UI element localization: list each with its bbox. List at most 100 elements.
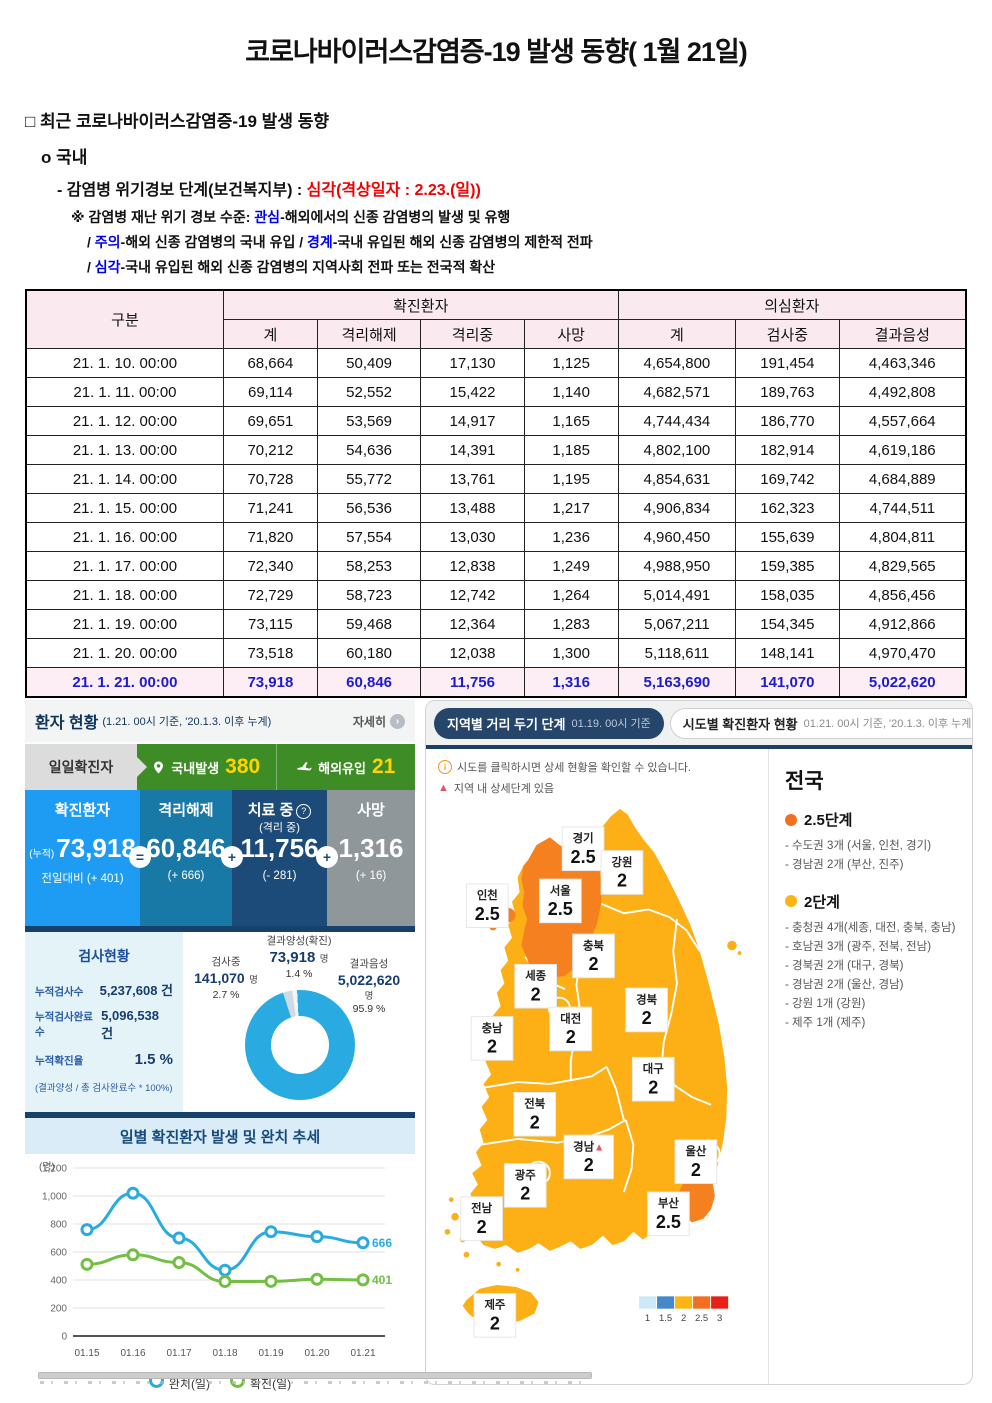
- tests-total-value: 5,237,608 건: [99, 983, 173, 998]
- data-point-marker: [218, 1263, 232, 1277]
- map-region-label[interactable]: 세종2: [514, 963, 558, 1009]
- page-title: 코로나바이러스감염증-19 발생 동향( 1월 21일): [245, 37, 748, 67]
- table-subheader: 계: [222, 319, 318, 349]
- imported-cases: 해외유입 21: [275, 744, 416, 790]
- level-label: 2단계: [804, 893, 840, 911]
- map-info-line-1: i 시도를 클릭하시면 상세 현황을 확인할 수 있습니다.: [438, 759, 768, 775]
- level-dot-icon: [785, 813, 797, 826]
- horizontal-scrollbar[interactable]: [38, 1372, 592, 1379]
- data-point-marker: [356, 1273, 370, 1287]
- map-region-label[interactable]: 경북 2: [625, 987, 668, 1033]
- data-point-marker: [126, 1186, 140, 1200]
- map-region-label[interactable]: 전남 2: [460, 1196, 503, 1241]
- svg-text:01.19: 01.19: [258, 1348, 283, 1359]
- map-region-label[interactable]: 서울 2.5: [538, 878, 582, 924]
- kw-gyeonggye: 경계: [307, 234, 333, 250]
- map-region-label[interactable]: 대구2: [631, 1056, 675, 1102]
- map-region-label[interactable]: 제주 2: [473, 1293, 517, 1338]
- svg-text:2.5: 2.5: [548, 899, 573, 919]
- stat-released-value: 60,846: [146, 833, 226, 863]
- map-region-label[interactable]: 부산 2.5: [647, 1191, 690, 1237]
- map-region-label[interactable]: 강원 2: [600, 850, 644, 895]
- intro-level-line-2: / 심각-국내 유입된 해외 신종 감염병의 지역사회 전파 또는 전국적 확산: [87, 257, 992, 277]
- svg-text:1,000: 1,000: [42, 1192, 67, 1203]
- map-info-text-1: 시도를 클릭하시면 상세 현황을 확인할 수 있습니다.: [457, 762, 691, 774]
- alert-prefix: - 감염병 위기경보 단계(보건복지부) :: [57, 182, 303, 199]
- note-rest: -해외에서의 신종 감염병의 발생 및 유행: [280, 209, 511, 225]
- svg-text:광주: 광주: [515, 1169, 536, 1182]
- map-region-label[interactable]: 광주 2: [503, 1163, 547, 1208]
- map-region-label[interactable]: 경남▲ 2: [563, 1134, 614, 1180]
- svg-text:01.15: 01.15: [74, 1348, 99, 1359]
- map-level-scale: 1 1.5 2 2.5 3: [639, 1296, 729, 1324]
- tests-total-label: 누적검사수: [35, 986, 84, 998]
- stat-released: 격리해제 60,846 (+ 666): [140, 790, 232, 926]
- svg-text:충북: 충북: [583, 938, 604, 952]
- stat-deaths-label: 사망: [357, 802, 385, 819]
- stat-in-treatment-sublabel: (격리 중): [259, 822, 300, 834]
- map-panel-body: i 시도를 클릭하시면 상세 현황을 확인할 수 있습니다. ▲ 지역 내 상세…: [426, 749, 972, 1384]
- svg-text:1: 1: [645, 1313, 650, 1324]
- svg-text:경북: 경북: [636, 992, 657, 1006]
- info-icon: i: [438, 760, 452, 774]
- patient-panel-subtitle: (1.21. 00시 기준, '20.1.3. 이후 누계): [102, 716, 272, 728]
- svg-text:2: 2: [617, 871, 627, 891]
- detail-link[interactable]: 자세히 ›: [353, 713, 405, 730]
- map-region-label[interactable]: 울산 2: [674, 1139, 718, 1184]
- testing-status-section: 검사현황 누적검사수 5,237,608 건 누적검사완료수 5,096,538…: [25, 932, 415, 1112]
- svg-text:인천: 인천: [477, 888, 498, 902]
- svg-text:2: 2: [490, 1314, 500, 1334]
- svg-text:01.21: 01.21: [350, 1348, 375, 1359]
- map-region-label[interactable]: 전북 2: [513, 1091, 557, 1137]
- map-region-label[interactable]: 인천 2.5: [465, 883, 509, 928]
- national-group-item: - 경북권 2개 (대구, 경북): [785, 959, 904, 972]
- stat-confirmed-label: 확진환자: [54, 802, 111, 819]
- national-groups: 2.5단계 - 수도권 3개 (서울, 인천, 경기) - 경남권 2개 (부산, …: [785, 809, 962, 1033]
- table-subheader: 격리해제: [316, 319, 422, 349]
- negative-pct: 95.9 %: [352, 1003, 386, 1015]
- stat-confirmed-value: 73,918: [56, 833, 136, 863]
- donut-label-testing: 검사중 141,070 명 2.7 %: [183, 956, 269, 1002]
- svg-text:(명): (명): [39, 1161, 55, 1173]
- kw-simgak: 심각: [94, 259, 121, 275]
- mid-text: -해외 신종 감염병의 국내 유입 /: [120, 234, 304, 250]
- tab-confirmed-by-region[interactable]: 시도별 확진환자 현황 01.21. 00시 기준, '20.1.3. 이후 누…: [669, 707, 972, 739]
- tab-confirmed-note: 01.21. 00시 기준, '20.1.3. 이후 누계: [803, 718, 972, 730]
- testing-unit: 명: [249, 975, 258, 987]
- stat-confirmed: 확진환자 (누적) 73,918 전일대비 (+ 401): [25, 790, 140, 926]
- table-subheader-row: 계 격리해제 격리중 사망 계 검사중 결과음성: [26, 319, 967, 349]
- svg-text:2: 2: [642, 1008, 652, 1028]
- map-info-text-2: 지역 내 상세단계 있음: [453, 783, 555, 795]
- intro-heading: □ 최근 코로나바이러스감염증-19 발생 동향: [25, 112, 329, 131]
- map-region-label[interactable]: 충북 2: [572, 933, 615, 979]
- map-region-label[interactable]: 대전 2: [549, 1006, 593, 1052]
- data-point-marker: [310, 1272, 324, 1286]
- table-row: 21. 1. 10. 00:00 68,664 50,409 17,130 1,125 4…: [25, 348, 967, 378]
- help-icon[interactable]: ?: [296, 803, 312, 819]
- kw-juui: 주의: [94, 234, 121, 250]
- svg-text:01.17: 01.17: [166, 1348, 191, 1359]
- cutoff-text-strip: [40, 1381, 585, 1384]
- tab-distancing-level[interactable]: 지역별 거리 두기 단계 01.19. 00시 기준: [434, 707, 664, 739]
- svg-text:2: 2: [589, 954, 599, 974]
- map-column: i 시도를 클릭하시면 상세 현황을 확인할 수 있습니다. ▲ 지역 내 상세…: [426, 749, 768, 1384]
- svg-text:전남: 전남: [471, 1201, 492, 1215]
- map-region-label[interactable]: 충남 2: [470, 1016, 514, 1061]
- col-suspected-group: 의심환자: [617, 289, 967, 320]
- tab-confirmed-label: 시도별 확진환자 현황: [682, 716, 798, 732]
- map-region-label[interactable]: 경기 2.5: [561, 826, 605, 872]
- slash: /: [87, 234, 91, 250]
- svg-text:1,200: 1,200: [42, 1164, 67, 1175]
- data-point-marker: [80, 1257, 94, 1271]
- warning-triangle-icon: ▲: [438, 781, 449, 794]
- svg-text:2: 2: [681, 1313, 686, 1324]
- testing-row: 누적검사수 5,237,608 건: [35, 980, 173, 999]
- intro-note-line: ※ 감염병 재난 위기 경보 수준: 관심-해외에서의 신종 감염병의 발생 및…: [71, 207, 992, 227]
- table-row: 21. 1. 21. 00:00 73,918 60,846 11,756 1,316 5…: [25, 667, 967, 698]
- plus-operator-icon: +: [221, 846, 243, 868]
- positive-value: 73,918: [269, 949, 316, 967]
- dashboard-row: 환자 현황 (1.21. 00시 기준, '20.1.3. 이후 누계) 자세히…: [25, 700, 975, 1396]
- svg-text:2.5: 2.5: [656, 1212, 681, 1232]
- table-row: 21. 1. 14. 00:00 70,728 55,772 13,761 1,195 4…: [25, 464, 967, 494]
- stat-in-treatment: 치료 중? (격리 중) 11,756 (- 281): [232, 790, 327, 926]
